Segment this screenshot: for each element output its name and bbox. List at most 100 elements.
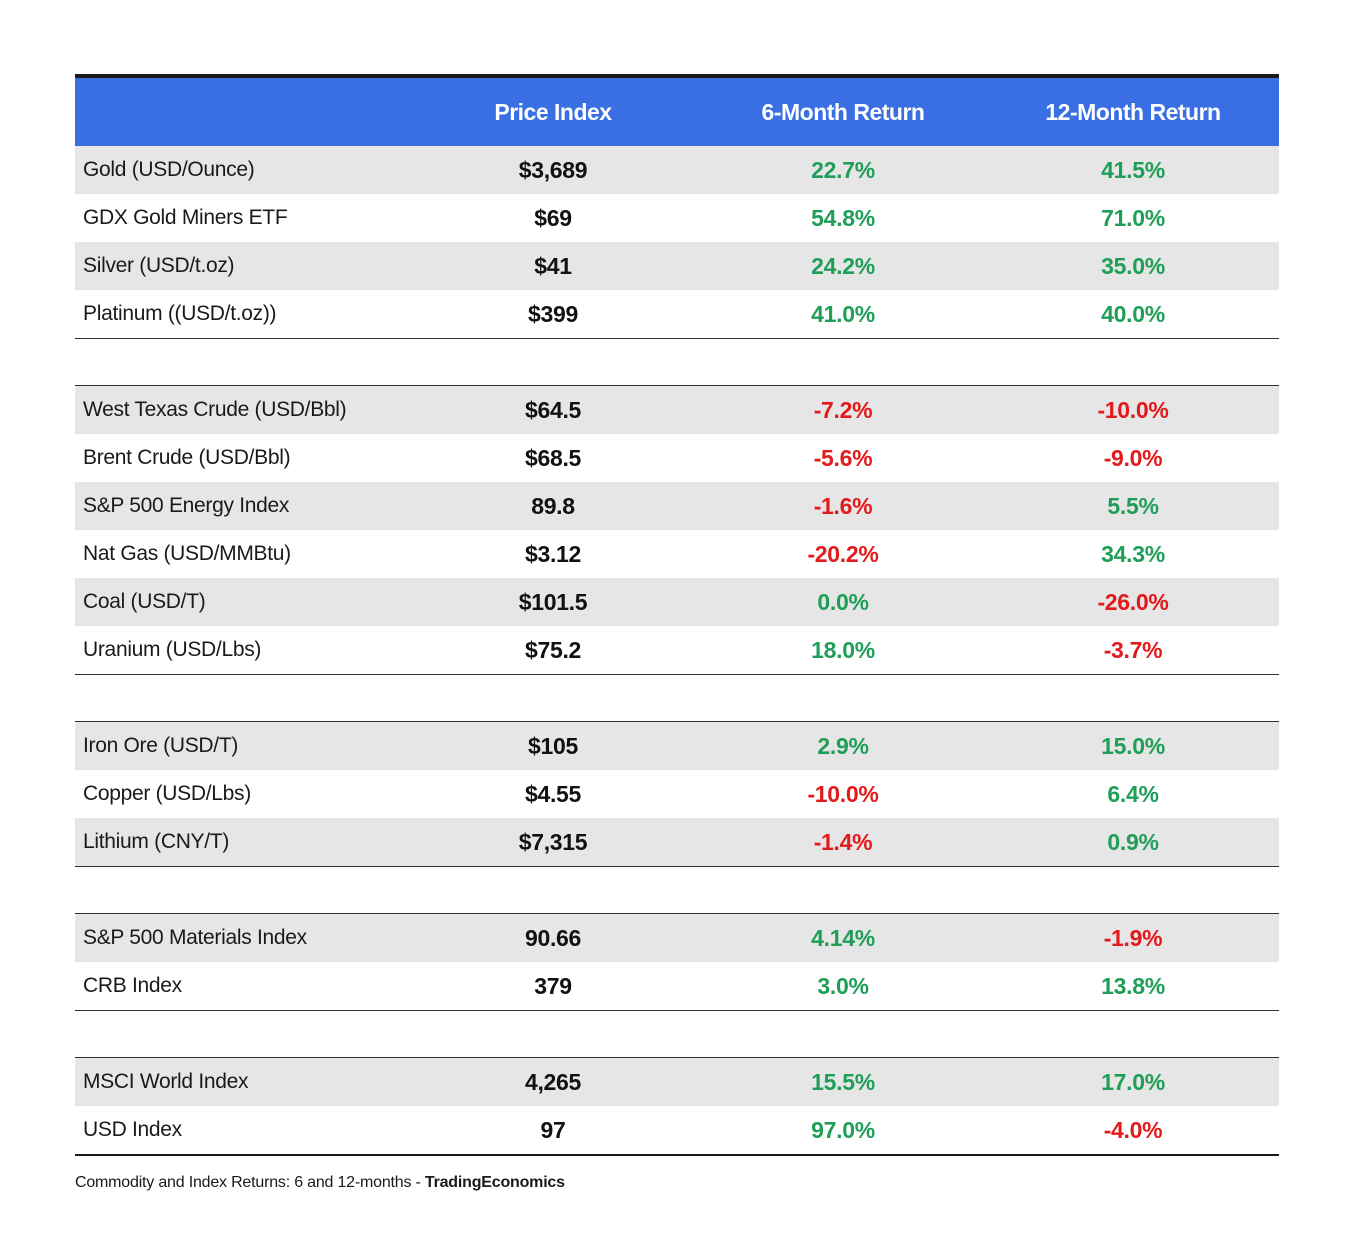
row-name: Uranium (USD/Lbs): [83, 638, 262, 661]
row-name: Gold (USD/Ounce): [83, 158, 255, 181]
row-price: $3,689: [518, 156, 588, 183]
group-bottom-rule: [75, 338, 1279, 339]
row-twelve-month-return: 5.5%: [1107, 492, 1159, 519]
row-six-month-return: 2.9%: [817, 732, 869, 759]
row-price: $105: [528, 732, 578, 759]
row-price: $101.5: [518, 588, 588, 615]
row-twelve-month-return: 17.0%: [1101, 1068, 1165, 1095]
row-six-month-return: 22.7%: [811, 156, 875, 183]
row-six-month-return: 24.2%: [811, 252, 875, 279]
group-bottom-rule: [75, 866, 1279, 867]
row-twelve-month-return: -3.7%: [1103, 636, 1163, 663]
table-row: CRB Index 379 3.0% 13.8%: [75, 962, 1279, 1010]
row-price: 97: [540, 1116, 566, 1143]
row-twelve-month-return: 34.3%: [1101, 540, 1165, 567]
row-twelve-month-return: 13.8%: [1101, 972, 1165, 999]
group-spacer: [75, 339, 1279, 385]
row-price: $69: [534, 204, 572, 231]
row-name: Lithium (CNY/T): [83, 830, 230, 853]
table-row: Coal (USD/T) $101.5 0.0% -26.0%: [75, 578, 1279, 626]
table-row: Brent Crude (USD/Bbl) $68.5 -5.6% -9.0%: [75, 434, 1279, 482]
row-name: GDX Gold Miners ETF: [83, 206, 288, 229]
header-six-month-return: 6-Month Return: [761, 98, 925, 125]
row-six-month-return: -7.2%: [813, 396, 873, 423]
row-name: MSCI World Index: [83, 1070, 249, 1093]
group-bottom-rule: [75, 1010, 1279, 1011]
table-row: Lithium (CNY/T) $7,315 -1.4% 0.9%: [75, 818, 1279, 866]
returns-table: Price Index 6-Month Return 12-Month Retu…: [75, 74, 1279, 1156]
row-six-month-return: -1.6%: [813, 492, 873, 519]
table-row: West Texas Crude (USD/Bbl) $64.5 -7.2% -10.…: [75, 386, 1279, 434]
row-twelve-month-return: 41.5%: [1101, 156, 1165, 183]
table-row: Silver (USD/t.oz) $41 24.2% 35.0%: [75, 242, 1279, 290]
row-six-month-return: -20.2%: [807, 540, 879, 567]
group-spacer: [75, 867, 1279, 913]
caption-text: Commodity and Index Returns: 6 and 12-mo…: [75, 1174, 425, 1191]
table-row: S&P 500 Energy Index 89.8 -1.6% 5.5%: [75, 482, 1279, 530]
row-name: USD Index: [83, 1118, 182, 1141]
row-price: $4.55: [524, 780, 582, 807]
row-six-month-return: 3.0%: [817, 972, 869, 999]
row-name: Nat Gas (USD/MMBtu): [83, 542, 291, 565]
group-top-rule: [75, 721, 1279, 722]
table-row: Copper (USD/Lbs) $4.55 -10.0% 6.4%: [75, 770, 1279, 818]
row-six-month-return: -1.4%: [813, 828, 873, 855]
row-name: Brent Crude (USD/Bbl): [83, 446, 291, 469]
row-twelve-month-return: 6.4%: [1107, 780, 1159, 807]
row-six-month-return: 54.8%: [811, 204, 875, 231]
group-top-rule: [75, 913, 1279, 914]
row-name: S&P 500 Materials Index: [83, 926, 307, 949]
table-row: GDX Gold Miners ETF $69 54.8% 71.0%: [75, 194, 1279, 242]
row-twelve-month-return: 15.0%: [1101, 732, 1165, 759]
group-spacer: [75, 1011, 1279, 1057]
table-row: MSCI World Index 4,265 15.5% 17.0%: [75, 1058, 1279, 1106]
row-price: $75.2: [524, 636, 582, 663]
row-six-month-return: 4.14%: [811, 924, 875, 951]
row-six-month-return: -10.0%: [807, 780, 879, 807]
row-price: 89.8: [531, 492, 575, 519]
row-six-month-return: 97.0%: [811, 1116, 875, 1143]
row-price: 4,265: [524, 1068, 582, 1095]
row-six-month-return: 18.0%: [811, 636, 875, 663]
row-price: $3.12: [524, 540, 582, 567]
row-twelve-month-return: 0.9%: [1107, 828, 1159, 855]
caption-source: TradingEconomics: [424, 1174, 565, 1191]
row-name: Coal (USD/T): [83, 590, 206, 613]
row-twelve-month-return: -1.9%: [1103, 924, 1163, 951]
row-name: Copper (USD/Lbs): [83, 782, 251, 805]
row-price: 379: [534, 972, 572, 999]
row-price: $64.5: [524, 396, 582, 423]
row-name: West Texas Crude (USD/Bbl): [83, 398, 347, 421]
row-price: $399: [528, 300, 578, 327]
row-name: Silver (USD/t.oz): [83, 254, 235, 277]
row-twelve-month-return: -9.0%: [1103, 444, 1163, 471]
header-price-index: Price Index: [494, 98, 612, 125]
table-row: USD Index 97 97.0% -4.0%: [75, 1106, 1279, 1154]
row-six-month-return: 15.5%: [811, 1068, 875, 1095]
row-name: Platinum ((USD/t.oz)): [83, 302, 277, 325]
row-price: $41: [534, 252, 572, 279]
table-caption: Commodity and Index Returns: 6 and 12-mo…: [75, 1174, 565, 1192]
table-row: Gold (USD/Ounce) $3,689 22.7% 41.5%: [75, 146, 1279, 194]
row-name: Iron Ore (USD/T): [83, 734, 239, 757]
row-name: S&P 500 Energy Index: [83, 494, 290, 517]
row-twelve-month-return: -4.0%: [1103, 1116, 1163, 1143]
row-twelve-month-return: 35.0%: [1101, 252, 1165, 279]
table-row: Iron Ore (USD/T) $105 2.9% 15.0%: [75, 722, 1279, 770]
row-twelve-month-return: 40.0%: [1101, 300, 1165, 327]
table-body: Gold (USD/Ounce) $3,689 22.7% 41.5% GDX Gold…: [75, 146, 1279, 1156]
table-bottom-rule: [75, 1154, 1279, 1156]
row-price: $68.5: [524, 444, 582, 471]
header-twelve-month-return: 12-Month Return: [1045, 98, 1221, 125]
table-row: Uranium (USD/Lbs) $75.2 18.0% -3.7%: [75, 626, 1279, 674]
table-row: Platinum ((USD/t.oz)) $399 41.0% 40.0%: [75, 290, 1279, 338]
table-row: S&P 500 Materials Index 90.66 4.14% -1.9%: [75, 914, 1279, 962]
row-six-month-return: 41.0%: [811, 300, 875, 327]
row-six-month-return: -5.6%: [813, 444, 873, 471]
table-row: Nat Gas (USD/MMBtu) $3.12 -20.2% 34.3%: [75, 530, 1279, 578]
row-six-month-return: 0.0%: [817, 588, 869, 615]
group-top-rule: [75, 1057, 1279, 1058]
row-twelve-month-return: -26.0%: [1097, 588, 1169, 615]
row-twelve-month-return: -10.0%: [1097, 396, 1169, 423]
row-name: CRB Index: [83, 974, 182, 997]
